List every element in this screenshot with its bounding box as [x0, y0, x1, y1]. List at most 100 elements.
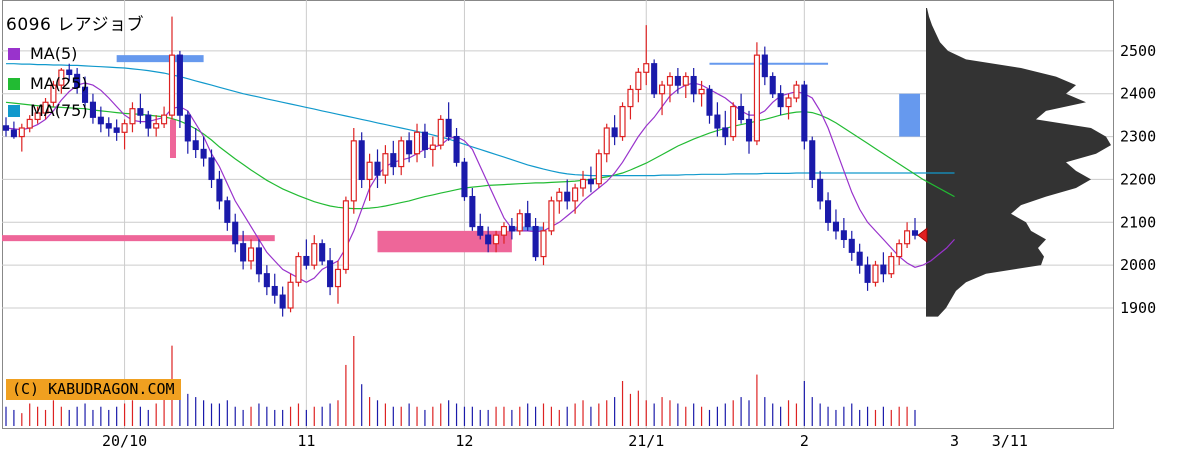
candle-body — [153, 123, 160, 129]
ma75-line — [6, 63, 955, 177]
candle — [856, 243, 863, 274]
candle — [263, 265, 270, 296]
candle-body — [500, 225, 508, 236]
candle-body — [801, 84, 808, 142]
y-tick-label: 2000 — [1120, 256, 1156, 274]
candle — [129, 102, 136, 133]
candle — [880, 252, 887, 283]
candle-body — [429, 144, 436, 151]
candle — [437, 115, 444, 150]
candle — [627, 85, 634, 120]
candle-body — [682, 75, 689, 86]
candle — [540, 222, 547, 266]
candle-body — [26, 118, 33, 129]
candle-body — [113, 127, 120, 133]
candle-body — [635, 71, 642, 91]
candle-body — [161, 114, 168, 125]
candle — [793, 80, 800, 103]
candle-body — [516, 213, 523, 232]
candle-body — [247, 247, 255, 262]
candle — [255, 239, 262, 283]
candle-body — [176, 54, 183, 116]
candle — [89, 93, 96, 124]
candle — [738, 93, 745, 124]
legend-item-ma5: MA(5) — [8, 44, 77, 63]
candle-body — [579, 178, 587, 189]
candle-body — [224, 200, 231, 223]
candle — [232, 213, 239, 253]
candle — [216, 170, 223, 210]
copyright-label: (C) KABUDRAGON.COM — [6, 379, 181, 400]
candle-body — [722, 127, 729, 138]
candle-body — [674, 75, 681, 86]
candle — [366, 153, 373, 201]
candle-body — [864, 264, 871, 283]
candle — [168, 16, 176, 120]
candle-body — [74, 73, 81, 88]
candle-body — [548, 200, 555, 232]
candle-body — [413, 131, 421, 155]
candle — [532, 218, 539, 261]
candle — [287, 273, 294, 313]
candle-body — [524, 213, 531, 228]
candle-body — [564, 191, 571, 202]
chart-title: 6096 レアジョブ — [6, 15, 144, 35]
candle — [10, 121, 17, 139]
candle-body — [327, 260, 334, 288]
candle — [904, 222, 911, 248]
candle — [121, 119, 128, 150]
candle — [635, 68, 642, 103]
candle — [334, 260, 342, 304]
pink-band — [377, 230, 512, 253]
candle — [651, 59, 658, 98]
candle — [445, 102, 452, 141]
candle — [825, 192, 832, 231]
candle — [572, 183, 579, 214]
candle-body — [627, 88, 634, 108]
candle-body — [872, 264, 879, 283]
candle-body — [793, 84, 800, 99]
candle — [864, 256, 871, 291]
candle-body — [445, 118, 452, 138]
candle-body — [785, 97, 792, 108]
candle-body — [666, 75, 674, 86]
candle-body — [303, 255, 310, 266]
candle-body — [848, 238, 855, 253]
candle — [666, 72, 674, 103]
candle — [247, 239, 255, 270]
candle-body — [809, 140, 816, 181]
candle — [769, 72, 776, 98]
y-axis: 1900 2000 2100 2200 2300 2400 2500 — [1120, 42, 1156, 317]
candle — [872, 260, 879, 287]
candle-body — [145, 114, 152, 129]
candle — [508, 218, 515, 240]
candle-body — [81, 86, 89, 103]
candle — [611, 115, 618, 146]
candle-body — [382, 153, 389, 176]
candle-body — [263, 273, 270, 288]
x-tick-label: 20/10 — [102, 432, 147, 450]
candle-body — [10, 129, 17, 138]
candle-body — [366, 161, 373, 181]
x-tick-label: 2 — [800, 432, 809, 450]
candle — [295, 252, 302, 287]
candle-body — [311, 243, 318, 266]
candle — [548, 196, 555, 236]
candle — [493, 230, 500, 253]
candle-body — [904, 230, 911, 245]
candle — [2, 117, 10, 137]
candle-body — [137, 108, 144, 116]
legend-label: MA(5) — [30, 44, 78, 63]
candle — [485, 226, 492, 253]
candle — [327, 248, 334, 296]
candle-body — [255, 247, 262, 275]
candle-body — [421, 131, 428, 151]
plot-border — [2, 0, 1114, 429]
candle — [161, 106, 168, 128]
candle-body — [97, 116, 104, 125]
candle — [682, 72, 689, 98]
candle-body — [540, 230, 547, 258]
candle-body — [232, 221, 239, 245]
candle-body — [358, 140, 365, 181]
